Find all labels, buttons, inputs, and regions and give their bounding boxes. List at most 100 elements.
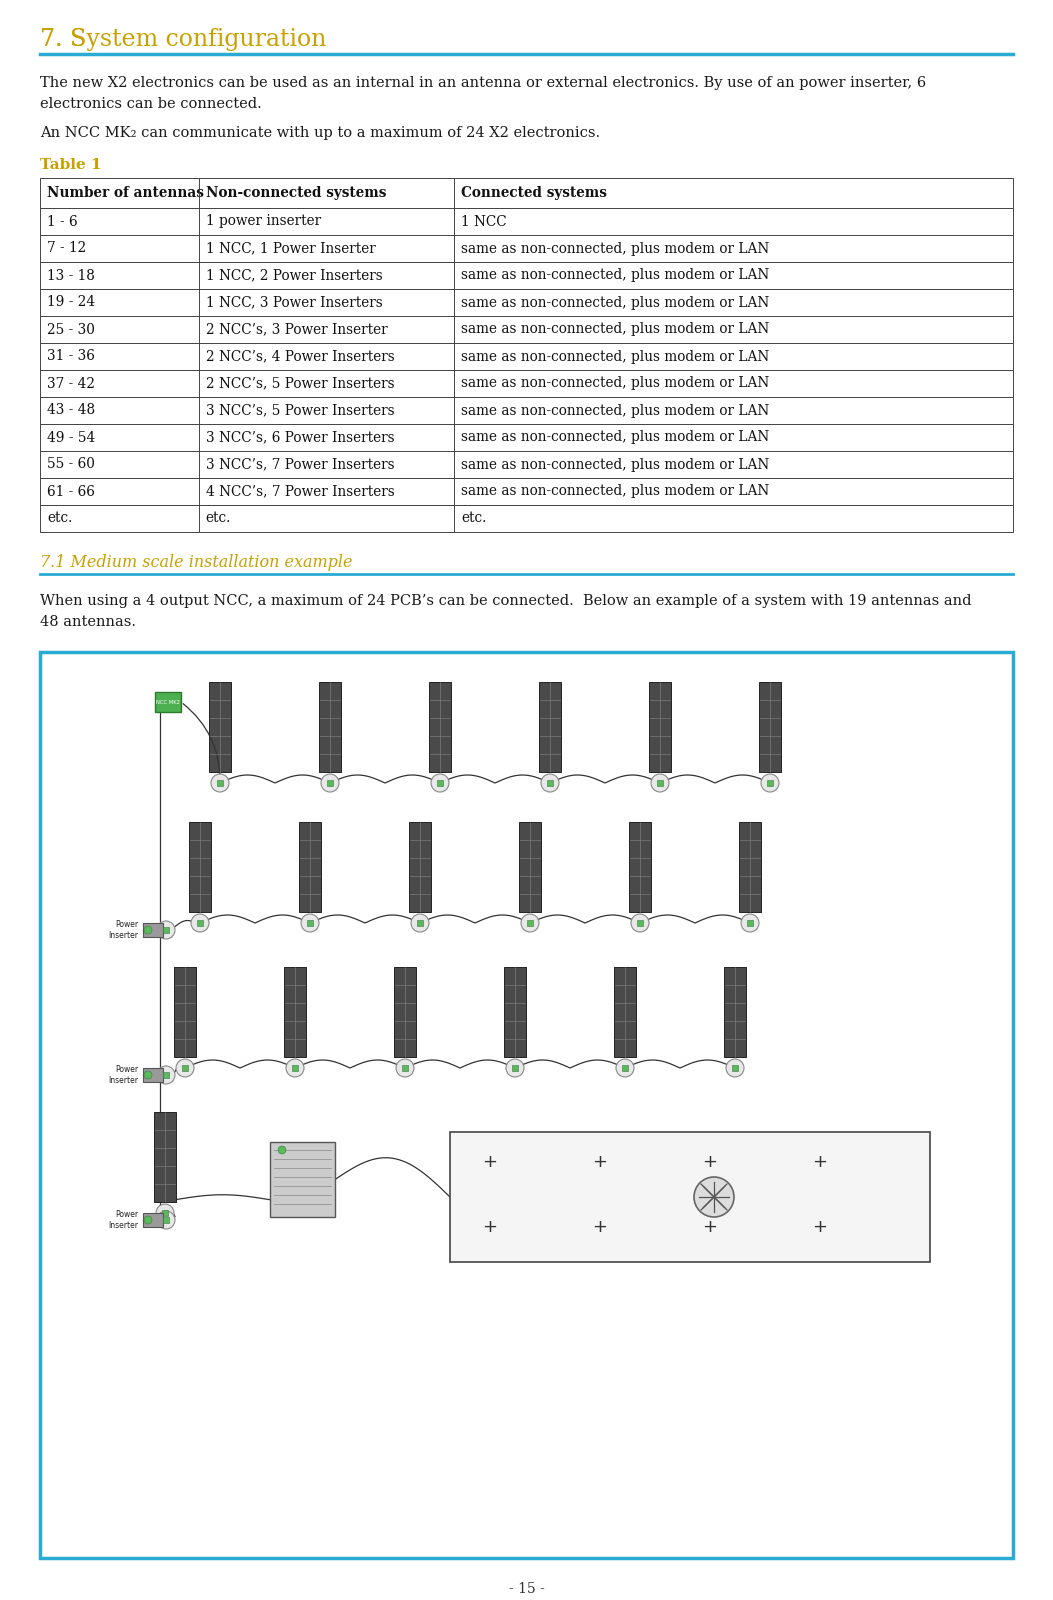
Circle shape bbox=[144, 1070, 152, 1078]
Circle shape bbox=[741, 914, 759, 931]
Bar bbox=[40, 208, 1013, 235]
Bar bbox=[394, 966, 416, 1058]
Bar bbox=[637, 920, 643, 926]
Circle shape bbox=[631, 914, 649, 931]
Text: 1 NCC: 1 NCC bbox=[461, 214, 508, 229]
Text: 55 - 60: 55 - 60 bbox=[47, 458, 95, 472]
Bar bbox=[40, 370, 1013, 397]
Bar bbox=[40, 424, 1013, 451]
Bar bbox=[724, 966, 746, 1058]
Bar bbox=[40, 451, 1013, 478]
Bar bbox=[657, 781, 663, 786]
Text: Power
Inserter: Power Inserter bbox=[108, 920, 138, 941]
Bar bbox=[327, 781, 333, 786]
Text: 13 - 18: 13 - 18 bbox=[47, 269, 95, 283]
Text: 3 NCC’s, 6 Power Inserters: 3 NCC’s, 6 Power Inserters bbox=[205, 430, 394, 445]
Circle shape bbox=[761, 774, 779, 792]
Bar bbox=[40, 478, 1013, 506]
Bar bbox=[402, 1066, 408, 1070]
Circle shape bbox=[411, 914, 429, 931]
Bar bbox=[143, 1069, 163, 1082]
Text: 1 NCC, 1 Power Inserter: 1 NCC, 1 Power Inserter bbox=[205, 242, 375, 256]
Text: +: + bbox=[593, 1218, 608, 1235]
Circle shape bbox=[156, 1203, 174, 1222]
Circle shape bbox=[286, 1059, 304, 1077]
Bar bbox=[307, 920, 313, 926]
Bar bbox=[504, 966, 526, 1058]
Circle shape bbox=[541, 774, 559, 792]
Text: 37 - 42: 37 - 42 bbox=[47, 376, 95, 390]
Bar bbox=[40, 653, 1013, 1558]
Bar bbox=[622, 1066, 628, 1070]
Text: etc.: etc. bbox=[47, 512, 73, 525]
Bar bbox=[649, 682, 671, 773]
Circle shape bbox=[396, 1059, 414, 1077]
Circle shape bbox=[521, 914, 539, 931]
Text: 1 power inserter: 1 power inserter bbox=[205, 214, 321, 229]
Text: same as non-connected, plus modem or LAN: same as non-connected, plus modem or LAN bbox=[461, 376, 770, 390]
Text: When using a 4 output NCC, a maximum of 24 PCB’s can be connected.  Below an exa: When using a 4 output NCC, a maximum of … bbox=[40, 594, 972, 629]
Bar bbox=[319, 682, 341, 773]
Text: Table 1: Table 1 bbox=[40, 158, 102, 171]
Text: 2 NCC’s, 3 Power Inserter: 2 NCC’s, 3 Power Inserter bbox=[205, 323, 388, 336]
Text: +: + bbox=[702, 1218, 717, 1235]
Text: 61 - 66: 61 - 66 bbox=[47, 485, 95, 499]
Text: NCC MK2: NCC MK2 bbox=[156, 699, 180, 704]
Bar bbox=[739, 822, 761, 912]
Bar bbox=[409, 822, 431, 912]
Text: same as non-connected, plus modem or LAN: same as non-connected, plus modem or LAN bbox=[461, 349, 770, 363]
Bar bbox=[217, 781, 223, 786]
Bar bbox=[40, 342, 1013, 370]
Bar bbox=[512, 1066, 518, 1070]
Text: +: + bbox=[482, 1218, 497, 1235]
Text: 25 - 30: 25 - 30 bbox=[47, 323, 95, 336]
Bar bbox=[40, 506, 1013, 531]
Text: 3 NCC’s, 7 Power Inserters: 3 NCC’s, 7 Power Inserters bbox=[205, 458, 394, 472]
Bar bbox=[40, 178, 1013, 208]
Bar bbox=[732, 1066, 738, 1070]
Bar bbox=[40, 262, 1013, 290]
Text: 3 NCC’s, 5 Power Inserters: 3 NCC’s, 5 Power Inserters bbox=[205, 403, 394, 418]
Bar bbox=[188, 822, 211, 912]
Bar bbox=[174, 966, 196, 1058]
Circle shape bbox=[157, 1066, 175, 1085]
Bar bbox=[182, 1066, 188, 1070]
Bar bbox=[292, 1066, 298, 1070]
Bar bbox=[519, 822, 541, 912]
Circle shape bbox=[278, 1146, 286, 1154]
Bar bbox=[155, 691, 181, 712]
Text: 1 NCC, 3 Power Inserters: 1 NCC, 3 Power Inserters bbox=[205, 296, 382, 309]
Bar bbox=[208, 682, 231, 773]
Bar bbox=[40, 290, 1013, 317]
Circle shape bbox=[431, 774, 449, 792]
Circle shape bbox=[157, 922, 175, 939]
Bar bbox=[429, 682, 451, 773]
Bar bbox=[154, 1112, 176, 1202]
Text: etc.: etc. bbox=[461, 512, 486, 525]
Text: 1 NCC, 2 Power Inserters: 1 NCC, 2 Power Inserters bbox=[205, 269, 382, 283]
Text: 2 NCC’s, 5 Power Inserters: 2 NCC’s, 5 Power Inserters bbox=[205, 376, 394, 390]
Text: 43 - 48: 43 - 48 bbox=[47, 403, 95, 418]
Bar bbox=[526, 920, 533, 926]
Text: - 15 -: - 15 - bbox=[509, 1582, 544, 1597]
Text: 4 NCC’s, 7 Power Inserters: 4 NCC’s, 7 Power Inserters bbox=[205, 485, 395, 499]
Bar bbox=[437, 781, 443, 786]
Text: same as non-connected, plus modem or LAN: same as non-connected, plus modem or LAN bbox=[461, 485, 770, 499]
Text: same as non-connected, plus modem or LAN: same as non-connected, plus modem or LAN bbox=[461, 458, 770, 472]
Circle shape bbox=[176, 1059, 194, 1077]
Bar bbox=[197, 920, 203, 926]
Circle shape bbox=[321, 774, 339, 792]
Text: same as non-connected, plus modem or LAN: same as non-connected, plus modem or LAN bbox=[461, 242, 770, 256]
Text: +: + bbox=[593, 1154, 608, 1171]
Bar bbox=[417, 920, 423, 926]
Text: 7 - 12: 7 - 12 bbox=[47, 242, 86, 256]
Text: 7. System configuration: 7. System configuration bbox=[40, 27, 326, 51]
Text: The new X2 electronics can be used as an internal in an antenna or external elec: The new X2 electronics can be used as an… bbox=[40, 75, 927, 110]
Bar bbox=[450, 1133, 930, 1262]
Bar bbox=[759, 682, 781, 773]
Bar bbox=[767, 781, 773, 786]
Text: +: + bbox=[482, 1154, 497, 1171]
Text: 1 - 6: 1 - 6 bbox=[47, 214, 78, 229]
Bar bbox=[163, 1072, 168, 1078]
Bar bbox=[163, 1218, 168, 1222]
